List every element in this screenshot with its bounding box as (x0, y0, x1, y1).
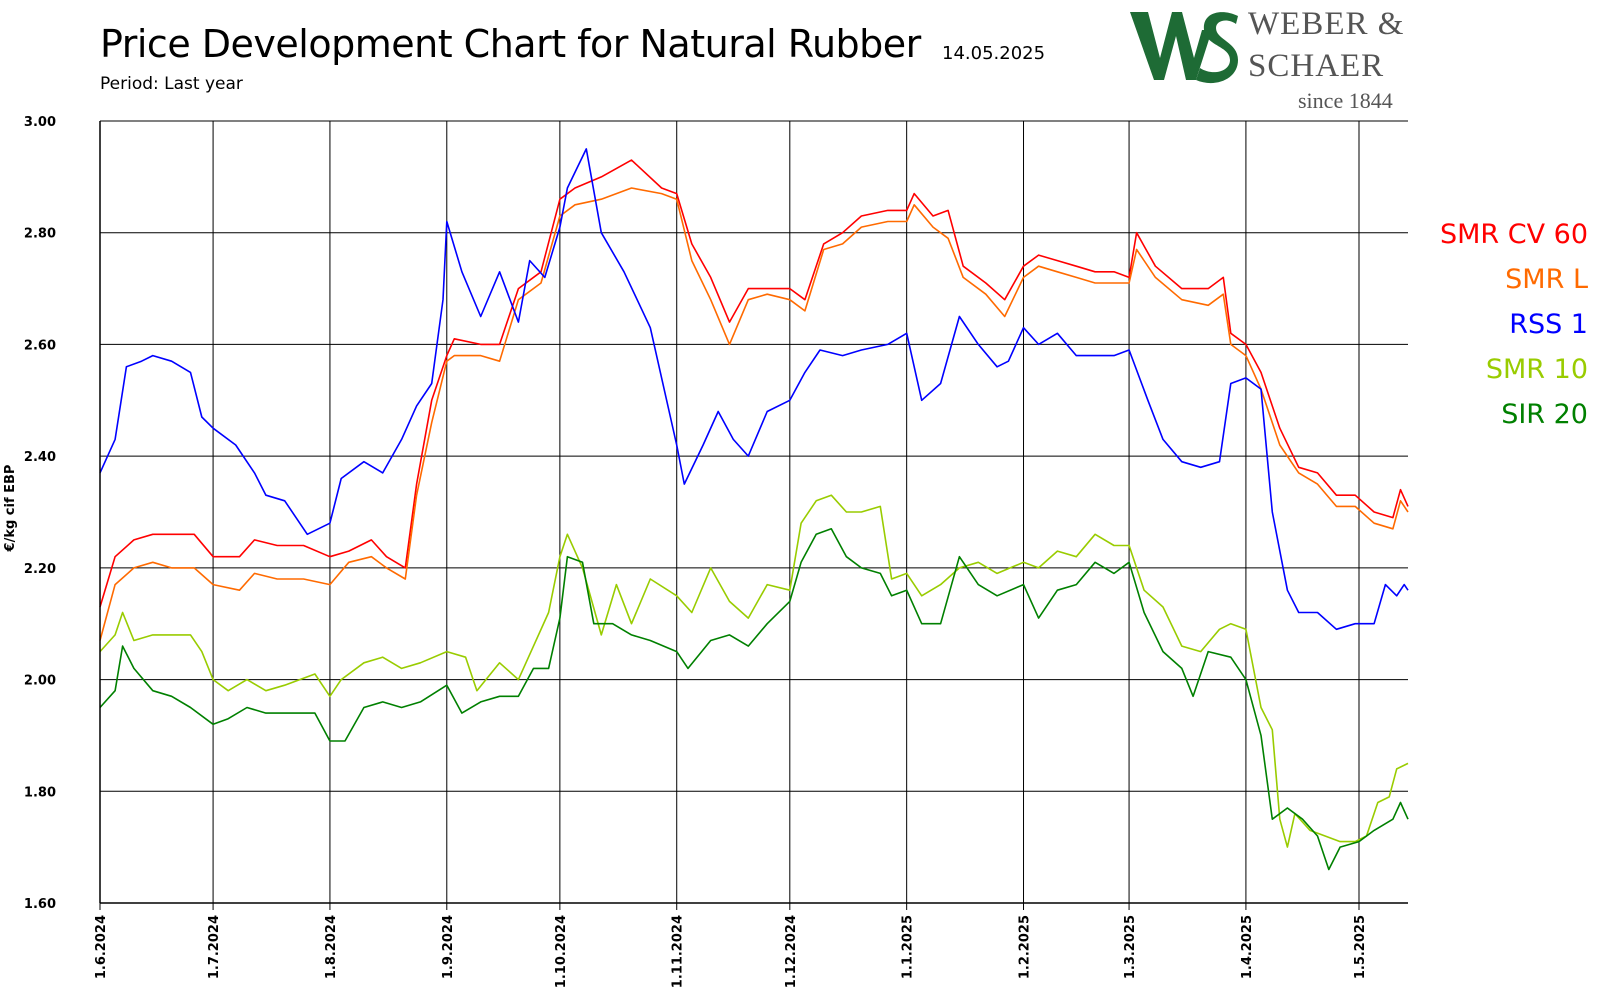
y-tick-label: 2.00 (24, 674, 56, 689)
logo-name-line2: SCHAER (1248, 48, 1385, 84)
x-tick-label: 1.11.2024 (671, 915, 686, 988)
y-axis-label: €/kg cif EBP (3, 465, 18, 553)
x-tick-label: 1.1.2025 (901, 915, 916, 979)
y-tick-label: 2.60 (24, 338, 56, 353)
series-line-smr-cv-60 (99, 159, 1409, 608)
legend-item-sir-20: SIR 20 (1501, 399, 1588, 430)
x-tick-label: 1.9.2024 (441, 915, 456, 979)
logo-ws-monogram (1130, 12, 1238, 84)
chart-legend: SMR CV 60 SMR L RSS 1 SMR 10 SIR 20 (1440, 212, 1588, 437)
x-tick-label: 1.4.2025 (1240, 915, 1255, 979)
x-tick-label: 1.5.2025 (1353, 915, 1368, 979)
x-tick-label: 1.12.2024 (784, 915, 799, 988)
chart-date: 14.05.2025 (942, 43, 1046, 64)
legend-item-smr-10: SMR 10 (1485, 354, 1588, 385)
series-line-sir-20 (99, 528, 1409, 871)
series-line-rss-1 (99, 148, 1409, 631)
chart-grid (99, 120, 1408, 904)
chart-period: Period: Last year (100, 74, 243, 94)
y-tick-label: 2.40 (24, 450, 56, 465)
logo-name-line1: WEBER & (1248, 6, 1405, 42)
series-line-smr-l (99, 187, 1409, 641)
y-tick-label: 2.20 (24, 562, 56, 577)
y-tick-label: 1.80 (24, 785, 56, 800)
x-tick-label: 1.3.2025 (1123, 915, 1138, 979)
x-tick-label: 1.7.2024 (207, 915, 222, 979)
y-tick-label: 2.80 (24, 227, 56, 242)
chart-axes: 1.60 1.80 2.00 2.20 2.40 2.60 2.80 3.00 1.6.2024… (24, 115, 1408, 988)
legend-item-smr-l: SMR L (1505, 264, 1588, 295)
x-tick-label: 1.10.2024 (554, 915, 569, 988)
logo-since: since 1844 (1298, 88, 1393, 113)
chart-title: Price Development Chart for Natural Rubb… (100, 22, 921, 66)
legend-item-rss-1: RSS 1 (1509, 309, 1588, 340)
y-tick-label: 3.00 (24, 115, 56, 130)
x-tick-label: 1.6.2024 (94, 915, 109, 979)
x-tick-label: 1.8.2024 (324, 915, 339, 979)
company-logo: WEBER & SCHAER since 1844 (1130, 6, 1410, 118)
x-tick-label: 1.2.2025 (1018, 915, 1033, 979)
series-line-smr-10 (99, 494, 1409, 848)
chart-series (99, 148, 1409, 871)
y-tick-label: 1.60 (24, 897, 56, 912)
legend-item-smr-cv-60: SMR CV 60 (1439, 219, 1588, 250)
